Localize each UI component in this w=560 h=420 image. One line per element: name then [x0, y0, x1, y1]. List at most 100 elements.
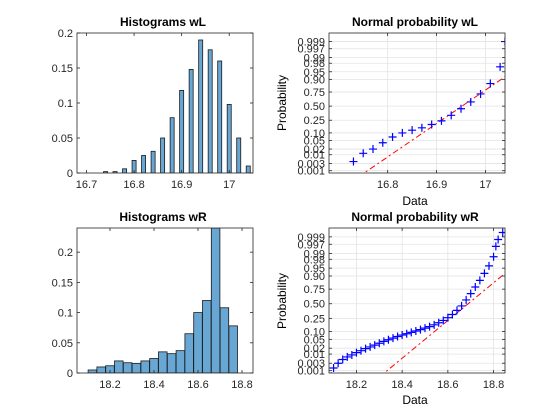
x-tick-label: 18.4 — [143, 379, 164, 391]
histogram-bar — [112, 171, 118, 173]
y-tick-label: 0.997 — [297, 239, 325, 251]
plot-content — [329, 33, 505, 173]
histogram-bar — [166, 353, 177, 373]
histogram-bar — [87, 369, 98, 373]
y-tick-label: 0.999 — [297, 232, 325, 244]
probability-point — [369, 145, 377, 154]
y-tick-label: 0.25 — [304, 313, 325, 325]
probability-point — [398, 128, 407, 137]
probability-point — [366, 342, 375, 351]
probability-point — [408, 126, 417, 135]
plot-content — [87, 228, 238, 373]
histogram-bar — [141, 155, 147, 173]
y-tick-label: 0.01 — [304, 150, 325, 162]
histogram-bar — [122, 168, 127, 173]
chart-title: Normal probability wR — [351, 210, 479, 224]
y-tick-label: 0.10 — [304, 326, 325, 338]
y-tick-label: 0.90 — [304, 271, 325, 283]
y-tick-label: 0.02 — [304, 343, 325, 355]
probability-point — [476, 89, 485, 98]
x-tick-label: 18.8 — [231, 379, 252, 391]
y-tick-label: 0.2 — [58, 247, 73, 259]
x-tick-label: 17 — [223, 179, 235, 191]
probability-point — [421, 324, 429, 333]
probability-point — [407, 328, 416, 337]
y-tick-label: 0.15 — [52, 277, 73, 289]
histogram-wl-panel: Histograms wL 16.7 16.8 16.9 17 0 0.05 0.1 0.15… — [52, 15, 254, 191]
probability-point — [357, 346, 365, 355]
histogram-bar — [160, 137, 166, 173]
x-tick-label: 18.4 — [391, 379, 412, 391]
probability-point — [498, 228, 505, 237]
y-tick-label: 0.02 — [304, 144, 325, 156]
y-tick-label: 0.99 — [304, 53, 325, 65]
y-tick-label: 0 — [67, 368, 73, 380]
reference-line — [383, 272, 505, 373]
y-tick-label: 0.98 — [304, 58, 325, 70]
x-tick-label: 16.9 — [426, 179, 447, 191]
plot-area — [329, 33, 505, 173]
y-tick-label: 0.95 — [304, 67, 325, 79]
y-tick-label: 0.1 — [58, 98, 73, 110]
histogram-bar — [169, 117, 175, 173]
probability-point — [375, 339, 384, 348]
probability-point — [489, 252, 498, 261]
probability-point — [347, 350, 356, 359]
y-tick-label: 0.003 — [297, 358, 325, 370]
y-tick-label: 0.01 — [304, 349, 325, 361]
y-axis-label: Probability — [275, 273, 289, 329]
probability-point — [349, 157, 358, 166]
histogram-bar — [184, 333, 194, 373]
histogram-bar — [103, 171, 108, 173]
axes-frame — [328, 227, 506, 374]
probability-point — [389, 334, 397, 343]
probability-wr-panel: Normal probability wR Data Probability 1… — [275, 210, 506, 407]
histogram-bar — [226, 104, 232, 173]
probability-point — [427, 120, 436, 129]
histogram-bar — [114, 360, 124, 373]
probability-point — [417, 123, 426, 132]
histogram-bar — [96, 366, 106, 373]
probability-point — [398, 331, 407, 340]
y-tick-label: 0.001 — [297, 166, 325, 178]
histogram-wr-panel: Histograms wR 18.2 18.4 18.6 18.8 0 0.05 0.1 0.… — [52, 210, 254, 391]
histogram-bar — [193, 312, 203, 373]
probability-point — [462, 295, 471, 304]
probability-point — [378, 138, 387, 147]
probability-point — [448, 310, 457, 319]
y-tick-label: 0.05 — [52, 338, 73, 350]
axes-frame — [76, 227, 254, 374]
probability-point — [334, 359, 343, 368]
axes-frame — [328, 32, 506, 174]
y-tick-label: 0.999 — [297, 37, 325, 49]
probability-point — [416, 325, 425, 334]
probability-point — [437, 116, 446, 125]
histogram-bar — [198, 39, 204, 173]
histogram-bar — [245, 165, 251, 173]
histogram-bar — [210, 228, 221, 373]
y-tick-label: 0.90 — [304, 74, 325, 86]
y-axis-label: Probability — [275, 75, 289, 131]
y-tick-label: 0 — [67, 168, 73, 180]
probability-point — [434, 318, 443, 327]
probability-point — [443, 313, 452, 322]
x-tick-label: 18.6 — [187, 379, 208, 391]
y-tick-label: 0.997 — [297, 44, 325, 56]
x-tick-label: 18.6 — [437, 379, 458, 391]
x-tick-label: 16.8 — [123, 179, 144, 191]
histogram-bar — [207, 49, 213, 173]
histogram-bar — [188, 69, 194, 173]
x-axis-label: Data — [402, 194, 428, 208]
probability-point — [393, 332, 402, 341]
y-tick-label: 0.05 — [304, 334, 325, 346]
x-tick-label: 18.2 — [99, 379, 120, 391]
y-tick-label: 0.50 — [304, 299, 325, 311]
chart-title: Histograms wR — [119, 210, 207, 224]
probability-point — [343, 352, 352, 361]
y-tick-label: 0.98 — [304, 254, 325, 266]
chart-title: Normal probability wL — [352, 15, 478, 29]
y-tick-label: 0.15 — [52, 63, 73, 75]
histogram-bar — [236, 137, 242, 173]
probability-point — [491, 242, 500, 251]
